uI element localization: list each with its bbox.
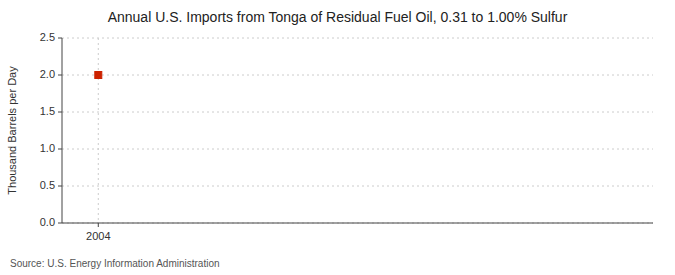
y-tick [58, 38, 62, 39]
x-axis-line [62, 223, 653, 224]
x-tick [98, 223, 99, 227]
y-tick [58, 223, 62, 224]
chart-svg: 0.0 0.5 1.0 1.5 2.0 2.5 2004 Annual U.S. Import… [0, 0, 675, 275]
y-axis-label: Thousand Barrels per Day [6, 66, 18, 195]
data-points [95, 72, 102, 79]
y-tick [58, 186, 62, 187]
y-tick [58, 75, 62, 76]
y-tick [58, 149, 62, 150]
y-tick-label: 1.0 [40, 142, 55, 154]
y-tick-label: 0.5 [40, 179, 55, 191]
x-tick-label: 2004 [86, 230, 110, 242]
y-grid-line [62, 112, 653, 113]
y-grid-line [62, 223, 653, 224]
axes: 0.0 0.5 1.0 1.5 2.0 2.5 2004 [40, 31, 653, 242]
y-tick [58, 112, 62, 113]
y-tick-label: 1.5 [40, 105, 55, 117]
y-tick-label: 0.0 [40, 216, 55, 228]
y-axis-line [62, 38, 63, 223]
y-grid-line [62, 75, 653, 76]
source-note: Source: U.S. Energy Information Administ… [10, 258, 220, 269]
x-grid-line [98, 38, 99, 223]
grid [62, 38, 653, 223]
y-tick-label: 2.5 [40, 31, 55, 43]
point [95, 72, 102, 79]
y-tick-label: 2.0 [40, 68, 55, 80]
y-grid-line [62, 149, 653, 150]
y-grid-line [62, 186, 653, 187]
chart-container: 0.0 0.5 1.0 1.5 2.0 2.5 2004 Annual U.S. Import… [0, 0, 675, 275]
title: Annual U.S. Imports from Tonga of Residu… [108, 9, 568, 25]
y-grid-line [62, 38, 653, 39]
